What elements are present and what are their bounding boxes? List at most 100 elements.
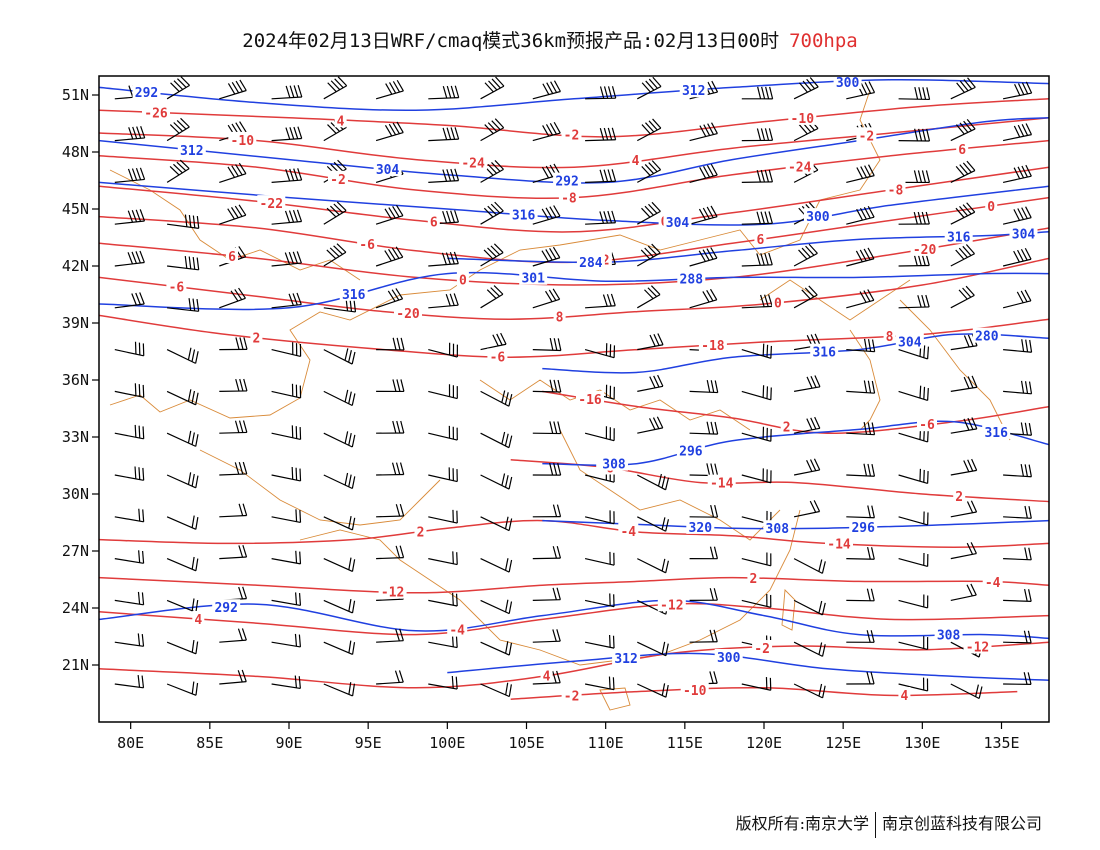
taiwan-outline <box>781 588 796 631</box>
height-label-bg <box>676 442 705 458</box>
temperature-label-bg <box>257 195 286 211</box>
wind-barb <box>376 379 405 393</box>
temperature-label: 2 <box>955 490 963 505</box>
wind-barb <box>1003 672 1032 685</box>
temperature-label-bg <box>825 535 853 551</box>
temperature-label: 2 <box>417 525 425 540</box>
wind-barb <box>532 546 562 560</box>
wind-barb <box>166 681 199 696</box>
title-text: 2024年02月13日WRF/cmaq模式36km预报产品:02月13日00时 <box>242 30 780 52</box>
wind-barb <box>637 416 664 434</box>
wind-barb <box>166 159 190 183</box>
height-label: 304 <box>376 163 400 178</box>
wind-barb <box>375 121 404 142</box>
lon-tick-label: 115E <box>667 734 703 752</box>
wind-barb <box>480 431 513 449</box>
wind-barb <box>898 636 929 651</box>
wind-barb <box>114 126 146 142</box>
wind-barb <box>271 209 303 225</box>
temperature-label: 4 <box>900 689 908 704</box>
temperature-label: 8 <box>556 310 564 325</box>
temperature-label: 4 <box>632 154 640 169</box>
temperature-label: -6 <box>919 418 935 433</box>
wind-barb <box>480 516 513 532</box>
wind-barb <box>793 683 826 699</box>
temperature-label: -14 <box>827 538 851 553</box>
temperature-label: 0 <box>459 274 467 289</box>
wind-barb <box>428 293 459 309</box>
wind-barb <box>532 246 561 267</box>
wind-barb <box>793 641 826 657</box>
height-label-bg <box>763 520 792 536</box>
temperature-label: 2 <box>749 572 757 587</box>
height-label: 316 <box>812 346 836 361</box>
wind-barb <box>480 332 507 351</box>
lat-tick-label: 45N <box>62 200 89 218</box>
wind-barb <box>846 630 875 643</box>
lon-tick-label: 125E <box>825 734 861 752</box>
wind-barb <box>898 511 929 526</box>
height-label: 296 <box>679 445 703 460</box>
lon-tick-label: 80E <box>117 734 144 752</box>
lat-tick-label: 21N <box>62 656 89 674</box>
height-label-bg <box>679 82 708 98</box>
height-label: 308 <box>602 458 626 473</box>
temperature-label: 4 <box>337 114 345 129</box>
height-label: 304 <box>1012 227 1036 242</box>
height-label: 296 <box>851 521 875 536</box>
wind-barb <box>585 86 617 100</box>
temperature-label-bg <box>680 681 709 697</box>
wind-barb <box>323 472 356 490</box>
japan-coast <box>899 299 1011 441</box>
temperature-label: -12 <box>381 586 404 601</box>
wind-barb <box>480 641 513 656</box>
wind-barb <box>532 504 562 518</box>
temperature-label-bg <box>898 687 911 702</box>
isotherm-line <box>99 117 1049 169</box>
wind-barb <box>271 85 303 100</box>
temperature-label: 2 <box>783 421 791 436</box>
wind-barb <box>271 466 302 482</box>
wind-barb <box>585 293 616 309</box>
wind-barb <box>114 209 146 225</box>
height-contour-line <box>447 231 1049 264</box>
wind-barb <box>428 168 460 183</box>
isotherm-line <box>99 227 1049 286</box>
wind-barb <box>898 385 929 402</box>
wind-barb <box>846 164 875 183</box>
wind-barb <box>480 285 504 309</box>
wind-barb <box>793 500 821 518</box>
height-label-bg <box>1009 225 1038 241</box>
temperature-label: 6 <box>228 250 236 265</box>
wind-barb <box>585 210 617 225</box>
wind-barb <box>950 285 975 309</box>
height-label: 308 <box>766 522 790 537</box>
height-label: 292 <box>135 86 158 101</box>
temperature-label-bg <box>142 104 170 120</box>
wind-barb <box>219 545 248 560</box>
wind-barb <box>689 247 718 267</box>
longitude-axis: 80E 85E 90E 95E 100E 105E 110E 115E 120E 125E 130E… <box>117 722 1020 752</box>
height-label-bg <box>810 343 839 359</box>
wind-barb <box>166 430 199 447</box>
wind-barb <box>584 634 615 649</box>
wind-barb <box>480 201 504 225</box>
lon-tick-label: 100E <box>429 734 465 752</box>
wind-barb <box>1002 164 1032 183</box>
wind-barb <box>1002 206 1032 225</box>
temperature-label: 6 <box>430 216 438 231</box>
height-label-bg <box>519 269 548 285</box>
wind-barb <box>323 76 348 100</box>
wind-barb <box>846 289 875 309</box>
temperature-label-bg <box>982 573 1003 589</box>
wind-barb <box>532 205 561 225</box>
wind-barb <box>741 343 773 359</box>
height-label-bg <box>553 172 582 188</box>
temperature-label-bg <box>629 151 642 167</box>
wind-barb <box>689 122 718 142</box>
wind-barb <box>636 285 661 309</box>
height-contour-line <box>542 333 1049 374</box>
temperature-label-bg <box>561 126 582 142</box>
wind-barb <box>898 468 929 485</box>
